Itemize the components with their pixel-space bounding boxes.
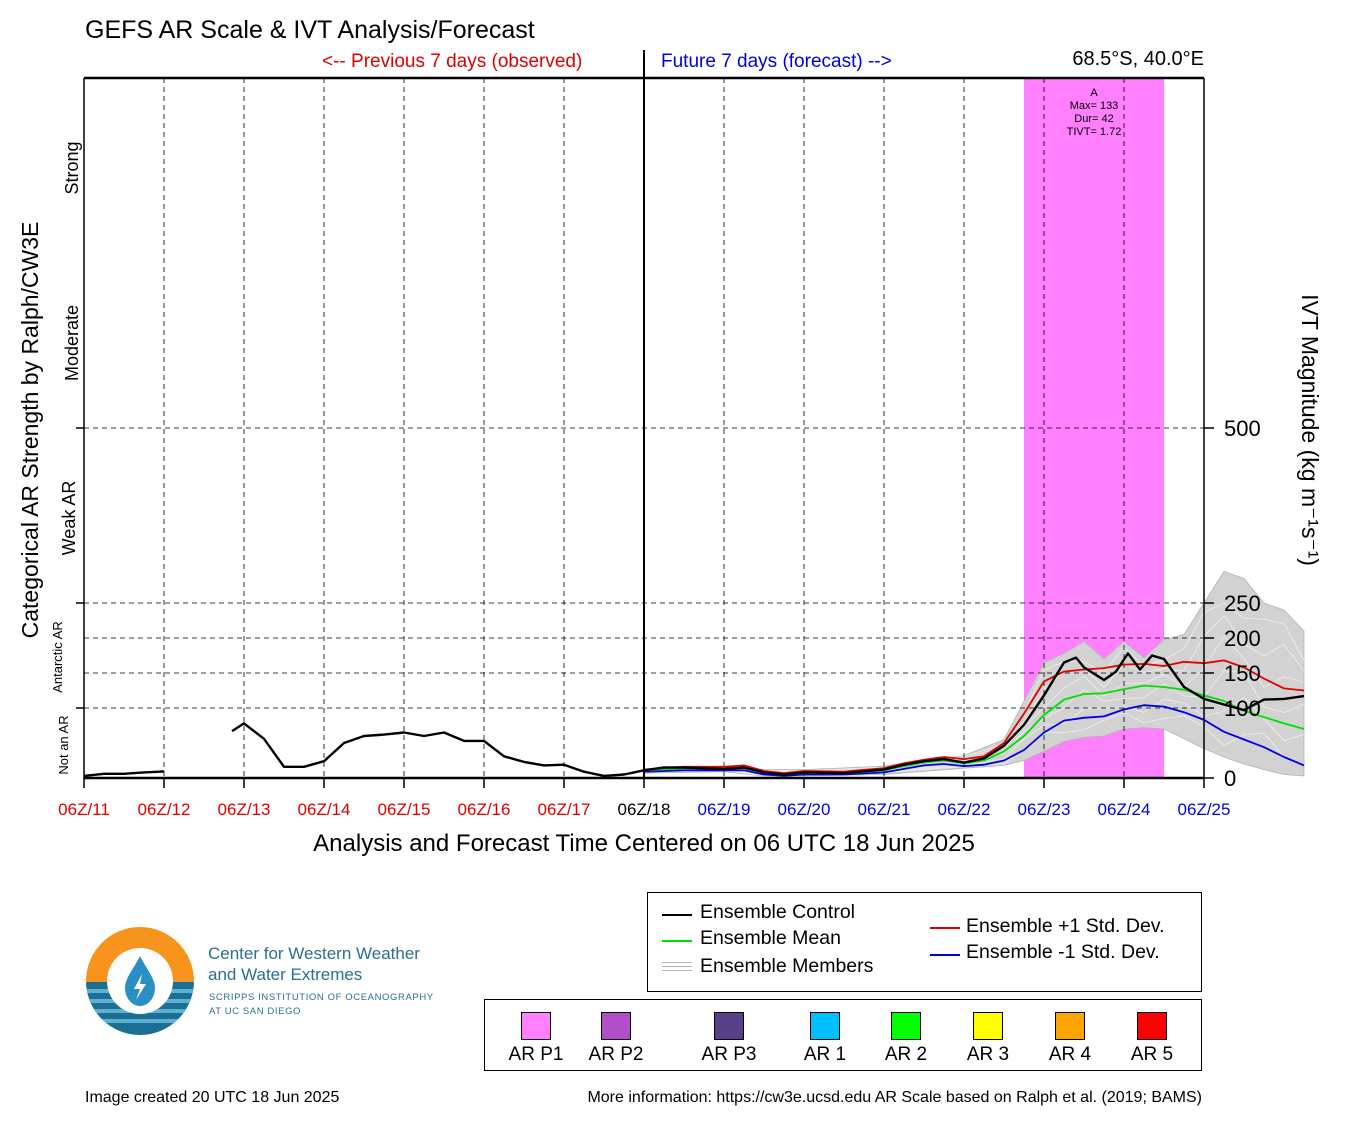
x-tick-label: 06Z/23 [1018,800,1071,819]
logo-line-3: SCRIPPS INSTITUTION OF OCEANOGRAPHY [209,992,434,1003]
ar-scale-swatch [714,1012,744,1040]
ar-event-max: Max= 133 [1070,100,1119,112]
y-tick-label: 500 [1224,416,1261,441]
ar-scale-label: AR P2 [588,1044,644,1065]
legend-plus-std-label: Ensemble +1 Std. Dev. [966,915,1165,937]
legend-mean-label: Ensemble Mean [700,927,841,949]
previous-days-label: <-- Previous 7 days (observed) [322,51,583,72]
ar-event-label: A [1090,87,1098,99]
legend: Ensemble Control Ensemble Mean Ensemble … [647,892,1202,992]
location-label: 68.5°S, 40.0°E [1072,48,1204,70]
ar-scale-label: AR 4 [1048,1044,1092,1065]
category-strong: Strong [62,141,82,194]
legend-minus-std-label: Ensemble -1 Std. Dev. [966,941,1160,963]
legend-control-label: Ensemble Control [700,901,855,923]
minus-std-line [643,704,1305,777]
legend-minus-std-swatch [930,954,960,956]
ar-scale-swatch [1055,1012,1085,1040]
ar-scale-label: AR 2 [884,1044,928,1065]
ar-scale-label: AR 1 [803,1044,847,1065]
ar-scale-label: AR 3 [966,1044,1010,1065]
x-tick-label: 06Z/18 [618,800,671,819]
y-axis-title-right: IVT Magnitude (kg m⁻¹s⁻¹) [1297,294,1323,566]
y-tick-label: 200 [1224,626,1261,651]
x-tick-label: 06Z/11 [58,800,110,819]
category-weak-ar: Weak AR [59,481,79,556]
x-tick-label: 06Z/12 [138,800,191,819]
ar-scale-label: AR P1 [508,1044,564,1065]
page-title: GEFS AR Scale & IVT Analysis/Forecast [85,16,535,44]
y-tick-label: 250 [1224,591,1261,616]
ensemble-member-line [643,602,1305,772]
control-line [231,722,645,778]
ar-scale-swatch [973,1012,1003,1040]
logo-line-2: and Water Extremes [208,965,363,984]
category-moderate: Moderate [62,305,82,381]
ar-scale-swatch [1137,1012,1167,1040]
ar-scale-key: AR P1 AR P2 AR P3 AR 1 AR 2 AR 3 AR 4 AR 5 [484,999,1202,1071]
y-tick-label: 100 [1224,696,1261,721]
x-tick-label: 06Z/16 [458,800,511,819]
y-tick-label: 0 [1224,766,1236,791]
x-tick-label: 06Z/13 [218,800,271,819]
category-antarctic-ar: Antarctic AR [50,621,65,693]
logo-line-4: AT UC SAN DIEGO [209,1006,302,1017]
more-info-note: More information: https://cw3e.ucsd.edu … [587,1089,1202,1106]
legend-control-swatch [662,914,692,916]
x-tick-label: 06Z/14 [298,800,351,819]
ar-scale-swatch [601,1012,631,1040]
x-tick-label: 06Z/25 [1178,800,1231,819]
control-line [83,770,165,778]
legend-members-label: Ensemble Members [700,955,874,977]
ar-scale-swatch [891,1012,921,1040]
legend-plus-std-swatch [930,927,960,929]
ar-scale-label: AR 5 [1130,1044,1174,1065]
image-created-note: Image created 20 UTC 18 Jun 2025 [85,1089,340,1106]
x-tick-label: 06Z/24 [1098,800,1151,819]
plus-std-line [643,659,1305,774]
x-tick-label: 06Z/19 [698,800,751,819]
y-tick-label: 150 [1224,661,1261,686]
x-tick-label: 06Z/15 [378,800,431,819]
y-axis-title-left: Categorical AR Strength by Ralph/CW3E [17,222,43,639]
ar-scale-swatch [521,1012,551,1040]
cw3e-logo-icon [86,927,194,1035]
ar-event-duration: Dur= 42 [1074,113,1113,125]
legend-mean-swatch [662,940,692,942]
x-tick-label: 06Z/21 [858,800,911,819]
ar-scale-label: AR P3 [701,1044,757,1065]
x-tick-label: 06Z/17 [538,800,591,819]
control-line [643,652,1305,776]
future-days-label: Future 7 days (forecast) --> [661,51,892,72]
legend-members-swatch [662,960,692,974]
x-axis-title: Analysis and Forecast Time Centered on 0… [313,830,975,857]
logo-line-1: Center for Western Weather [208,944,420,963]
ar-event-tivt: TIVT= 1.72 [1067,126,1122,138]
ensemble-member-line [643,614,1305,773]
ensemble-members-spread [643,571,1305,777]
x-tick-label: 06Z/22 [938,800,991,819]
x-tick-label: 06Z/20 [778,800,831,819]
ar-scale-swatch [810,1012,840,1040]
category-not-an-ar: Not an AR [56,715,71,774]
